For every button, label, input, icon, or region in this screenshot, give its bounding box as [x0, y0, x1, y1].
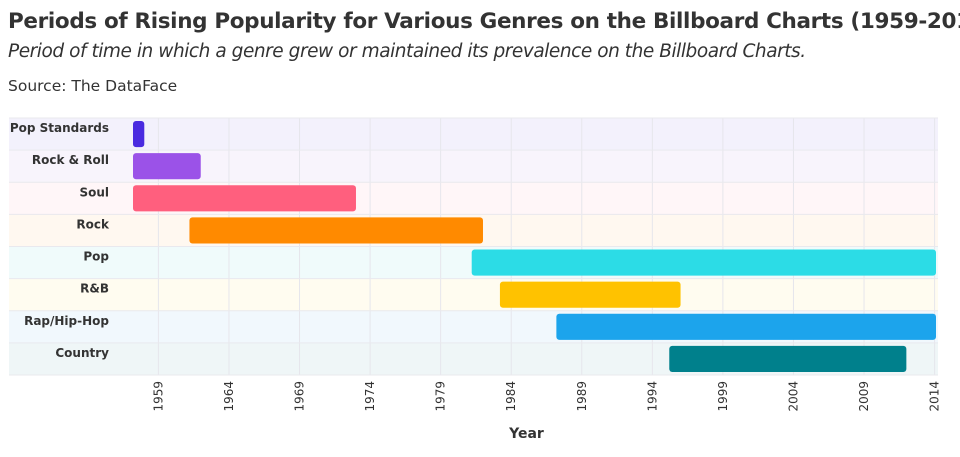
bar-rock — [189, 217, 483, 244]
x-tick-label: 1979 — [434, 381, 448, 412]
bar-pop — [471, 249, 936, 276]
category-label: Country — [55, 346, 109, 360]
chart-source: Source: The DataFace — [8, 77, 178, 95]
chart-subtitle: Period of time in which a genre grew or … — [8, 41, 806, 62]
x-tick-label: 1994 — [645, 381, 659, 412]
chart-title: Periods of Rising Popularity for Various… — [8, 9, 960, 34]
x-tick-label: 1984 — [504, 381, 518, 412]
x-tick-label: 1999 — [716, 381, 730, 412]
bar-country — [669, 345, 907, 372]
x-tick-label: 1964 — [222, 381, 236, 412]
x-tick-label: 1974 — [363, 381, 377, 412]
category-label: Rock & Roll — [32, 153, 109, 167]
bar-pop-standards — [133, 121, 145, 148]
bar-rock-roll — [133, 153, 201, 180]
x-tick-label: 2009 — [857, 381, 871, 412]
x-tick-label: 1989 — [575, 381, 589, 412]
category-label: Pop Standards — [10, 121, 109, 135]
category-label: Pop — [83, 250, 109, 264]
bar-rap-hip-hop — [556, 313, 936, 340]
x-tick-label: 1959 — [151, 381, 165, 412]
bar-soul — [133, 185, 356, 212]
category-label: Rock — [76, 217, 110, 231]
x-tick-label: 2004 — [786, 381, 800, 412]
row-band — [9, 118, 938, 151]
x-tick-label: 2014 — [928, 381, 942, 412]
x-tick-label: 1969 — [293, 381, 307, 412]
category-label: Soul — [79, 185, 109, 199]
category-label: Rap/Hip-Hop — [24, 314, 109, 328]
bar-r-b — [499, 281, 681, 308]
category-label: R&B — [80, 282, 109, 296]
x-axis-title: Year — [508, 426, 544, 442]
row-band — [9, 278, 938, 311]
